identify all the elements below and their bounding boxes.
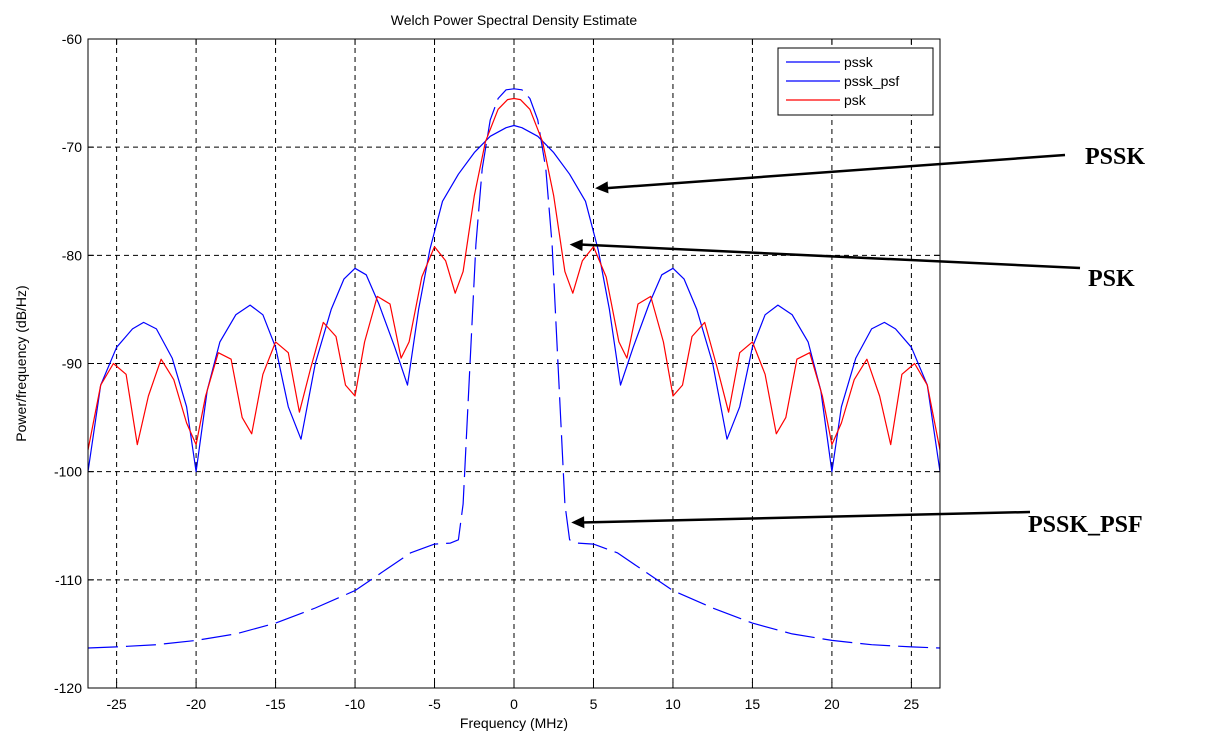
annotation-label: PSSK_PSF xyxy=(1028,512,1143,538)
annotation-arrowhead xyxy=(569,239,583,252)
y-tick-label: -100 xyxy=(54,464,82,480)
y-axis-label: Power/frequency (dB/Hz) xyxy=(13,285,29,441)
annotation-arrow-line xyxy=(581,510,1031,524)
x-axis-label: Frequency (MHz) xyxy=(460,715,568,731)
x-tick-label: 15 xyxy=(745,696,761,712)
series-line-pssk xyxy=(88,124,940,473)
series-line-pssk-psf xyxy=(88,88,940,649)
annotation-arrow-line xyxy=(579,243,1081,270)
x-tick-label: -5 xyxy=(428,696,441,712)
annotation-arrowhead xyxy=(595,181,609,194)
y-tick-label: -110 xyxy=(55,572,82,588)
annotation-arrowhead xyxy=(571,516,585,529)
annotation-label: PSSK xyxy=(1085,144,1145,170)
annotation-label: PSK xyxy=(1088,266,1135,292)
y-tick-label: -70 xyxy=(62,139,82,155)
x-tick-label: -15 xyxy=(265,696,285,712)
y-tick-label: -90 xyxy=(62,356,82,372)
annotations: PSSK PSK PSSK_PSF xyxy=(569,144,1145,538)
x-tick-label: 0 xyxy=(510,696,518,712)
x-tick-label: 10 xyxy=(665,696,681,712)
chart-title: Welch Power Spectral Density Estimate xyxy=(391,12,638,28)
annotation-arrow-line xyxy=(604,153,1066,190)
x-tick-label: 20 xyxy=(824,696,840,712)
series-line-psk xyxy=(88,97,940,451)
legend-entry: pssk xyxy=(844,54,874,70)
y-tick-label: -80 xyxy=(62,247,82,263)
x-tick-label: -20 xyxy=(186,696,206,712)
axis-ticks: -25 -20 -15 -10 -5 0 5 10 15 20 25 -120 -110 -100 -90 -… xyxy=(54,31,940,712)
x-tick-label: 25 xyxy=(904,696,920,712)
legend-entry: psk xyxy=(844,92,867,108)
plot-lines xyxy=(88,88,940,649)
y-tick-label: -60 xyxy=(62,31,82,47)
legend-entry: pssk_psf xyxy=(844,73,899,89)
x-tick-label: 5 xyxy=(590,696,598,712)
x-tick-label: -10 xyxy=(345,696,365,712)
x-tick-label: -25 xyxy=(106,696,126,712)
y-tick-label: -120 xyxy=(54,680,82,696)
